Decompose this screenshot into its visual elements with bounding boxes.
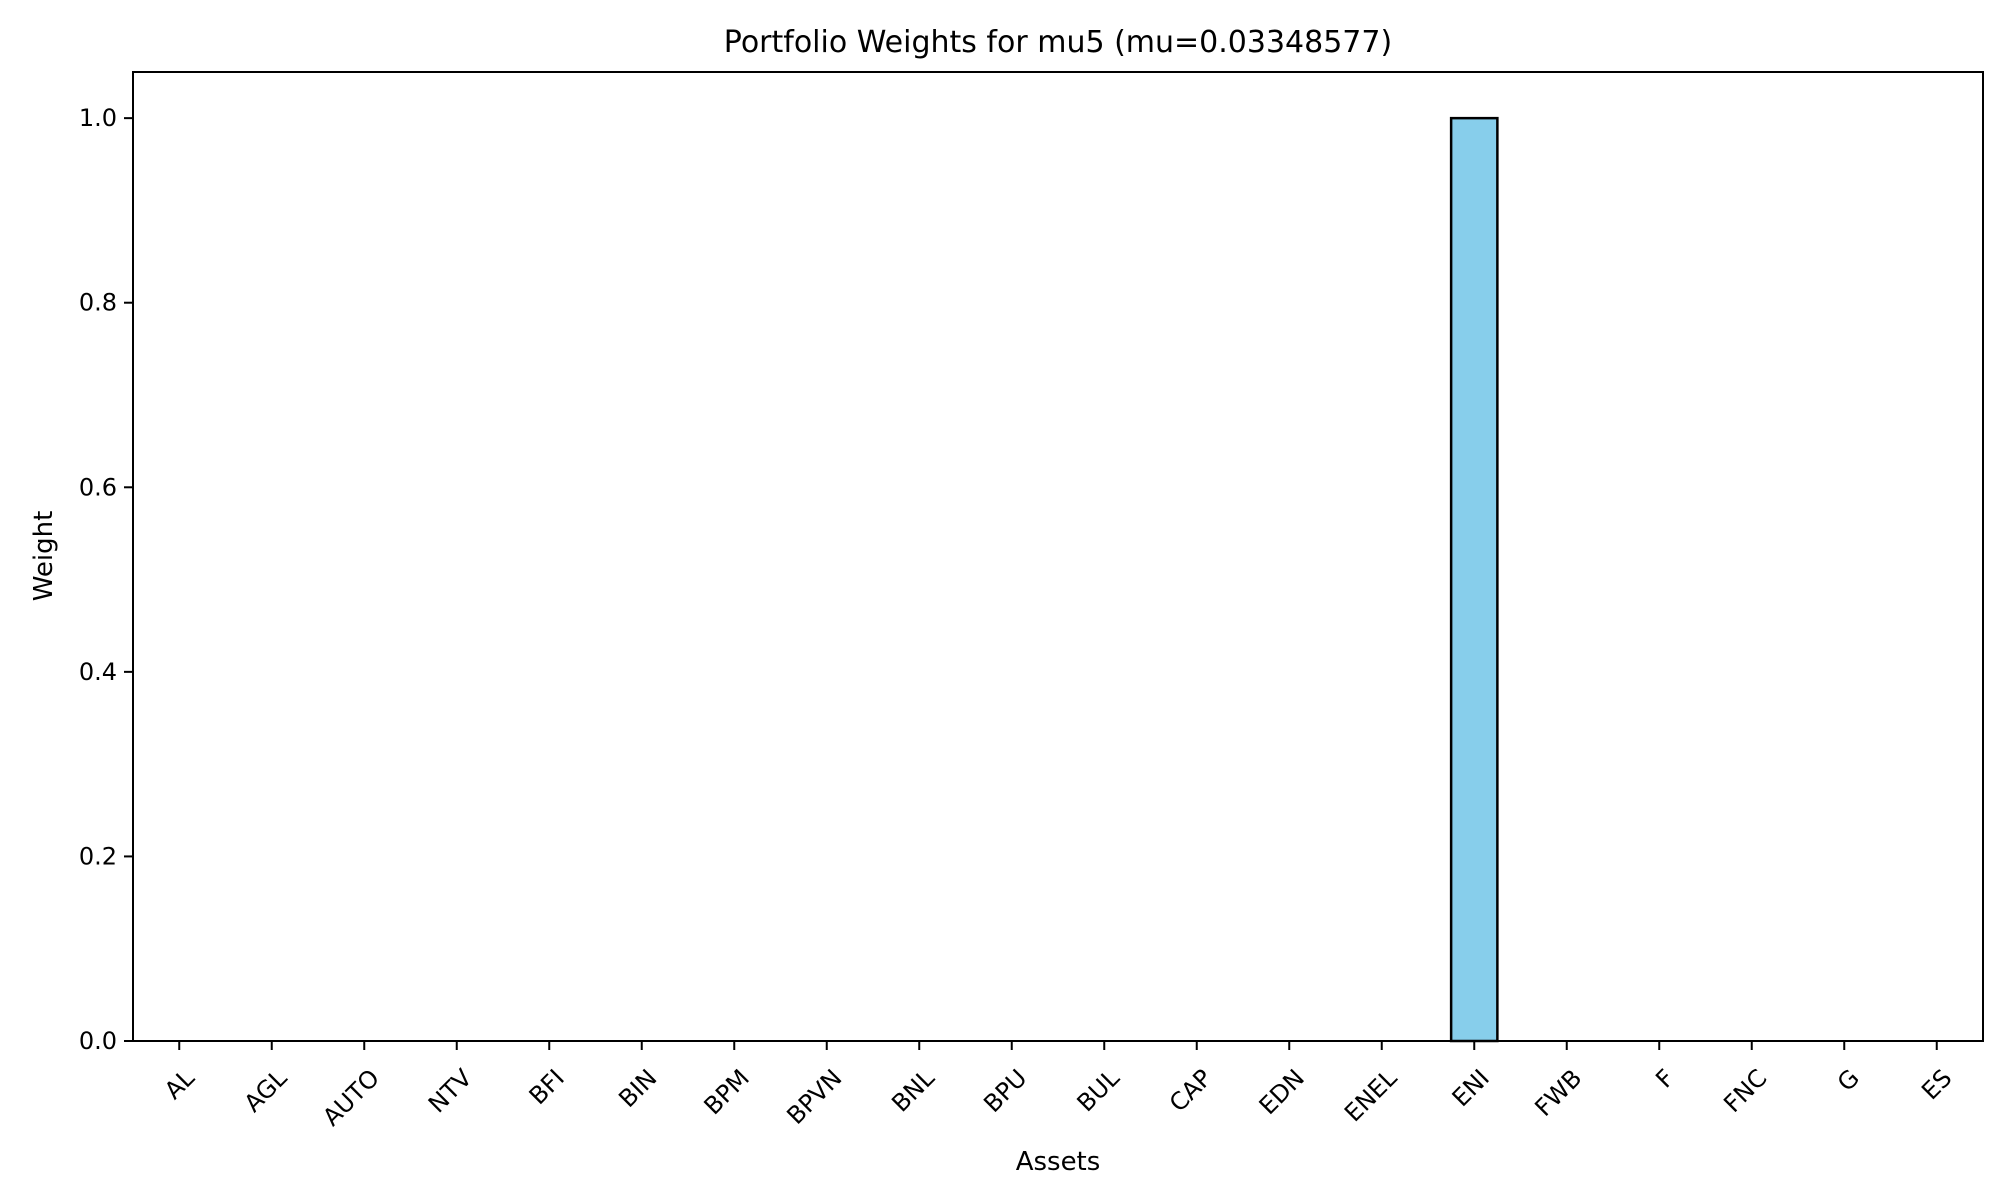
y-tick-label: 0.4 [79,658,117,686]
x-tick-label-NTV: NTV [423,1063,478,1118]
y-tick-label: 1.0 [79,104,117,132]
x-tick-label-ES: ES [1916,1064,1957,1105]
x-tick-label-AGL: AGL [239,1063,293,1117]
bar-ENI [1449,116,1499,1043]
x-tick-label-BPM: BPM [699,1064,755,1120]
y-tick-label: 0.6 [79,473,117,501]
chart-title: Portfolio Weights for mu5 (mu=0.03348577… [724,25,1392,60]
x-tick-label-BIN: BIN [613,1064,662,1113]
y-axis: 0.0 0.2 0.4 0.6 0.8 1.0 [79,104,133,1055]
x-tick-label-ENI: ENI [1447,1064,1495,1112]
plot-area-frame [132,71,1984,1042]
x-axis: AL AGL AUTO NTV BFI BIN BPM BPVN BNL BPU BUL CAP EDN… [159,1041,1957,1131]
x-tick-label-F: F [1650,1064,1680,1094]
y-axis-label: Weight [29,511,59,602]
x-tick-label-CAP: CAP [1164,1064,1217,1117]
x-tick-label-FWB: FWB [1529,1064,1587,1122]
x-tick-label-ENEL: ENEL [1339,1063,1403,1127]
y-tick-label: 0.2 [79,842,117,870]
x-tick-label-AL: AL [159,1063,200,1104]
y-tick-label: 0.8 [79,289,117,317]
y-tick-label: 0.0 [79,1027,117,1055]
x-tick-label-BNL: BNL [886,1063,940,1117]
x-tick-label-BPU: BPU [978,1064,1032,1118]
bars-group [1449,116,1499,1043]
x-tick-label-EDN: EDN [1254,1064,1310,1120]
x-tick-label-G: G [1832,1064,1865,1097]
x-axis-label: Assets [1016,1147,1101,1177]
x-tick-label-AUTO: AUTO [317,1064,385,1132]
x-tick-label-FNC: FNC [1718,1064,1772,1118]
x-tick-label-BUL: BUL [1072,1063,1126,1117]
x-tick-label-BFI: BFI [524,1064,570,1110]
x-tick-label-BPVN: BPVN [781,1064,847,1130]
